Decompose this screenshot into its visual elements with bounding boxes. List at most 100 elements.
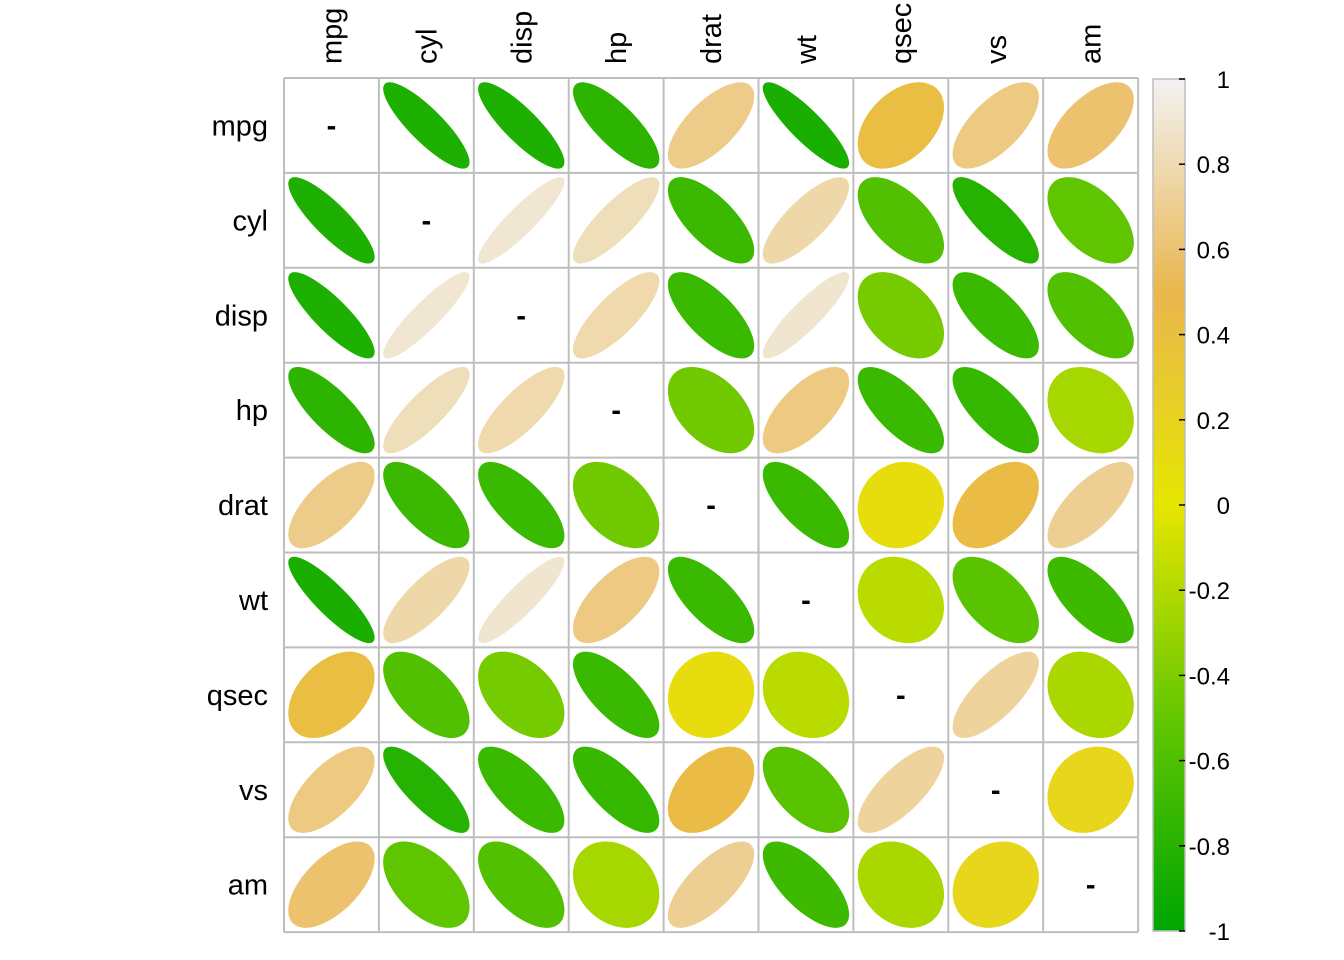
- ellipse-hp-am: [1047, 366, 1134, 454]
- ellipse-am-disp: [478, 841, 565, 928]
- ellipse-drat-wt: [762, 461, 850, 549]
- diagonal-label-wt: -: [801, 585, 811, 617]
- diagonal-label-mpg: -: [327, 110, 337, 142]
- colorbar-tick-label: 0.6: [1197, 237, 1230, 264]
- colorbar-tick-label: -1: [1209, 919, 1230, 946]
- ellipse-am-wt: [762, 841, 850, 928]
- column-label-wt: wt: [791, 35, 823, 65]
- diagonal-label-vs: -: [991, 775, 1001, 807]
- ellipse-cyl-qsec: [857, 177, 945, 264]
- colorbar-tick-label: 0: [1217, 493, 1230, 520]
- ellipse-disp-vs: [952, 272, 1039, 359]
- ellipse-cyl-hp: [572, 177, 660, 264]
- colorbar-tick-label: -0.4: [1189, 663, 1230, 690]
- ellipse-wt-drat: [667, 556, 755, 644]
- color-legend: 1 0.8 0.6 0.4 0.2 0 -0.2 -0.4 -0.6 -0.8 -1: [1152, 67, 1230, 946]
- ellipse-vs-drat: [667, 746, 755, 833]
- ellipse-vs-qsec: [857, 746, 945, 833]
- ellipse-mpg-hp: [572, 82, 660, 169]
- row-label-qsec: qsec: [207, 680, 268, 712]
- diagonal-label-qsec: -: [896, 680, 906, 712]
- ellipse-mpg-am: [1047, 82, 1134, 169]
- row-label-wt: wt: [238, 585, 268, 617]
- colorbar-tick-label: 0.2: [1197, 408, 1230, 435]
- ellipse-mpg-vs: [952, 82, 1039, 169]
- ellipse-drat-mpg: [288, 461, 375, 549]
- ellipse-wt-cyl: [383, 556, 470, 644]
- row-label-disp: disp: [215, 300, 268, 332]
- row-labels: mpg cyl disp hp drat wt qsec vs am: [207, 110, 268, 901]
- column-label-vs: vs: [981, 35, 1013, 64]
- colorbar-tick-label: -0.2: [1189, 578, 1230, 605]
- colorbar-tick-label: -0.8: [1189, 834, 1230, 861]
- ellipse-qsec-mpg: [288, 651, 375, 739]
- row-label-mpg: mpg: [212, 110, 268, 142]
- ellipse-disp-hp: [572, 272, 660, 359]
- column-label-hp: hp: [601, 32, 633, 64]
- ellipse-cyl-mpg: [288, 177, 375, 264]
- ellipse-hp-qsec: [857, 366, 945, 454]
- ellipse-am-mpg: [288, 841, 375, 928]
- ellipse-hp-vs: [952, 366, 1039, 454]
- diagonal-label-disp: -: [516, 300, 526, 332]
- ellipse-vs-disp: [478, 746, 565, 833]
- ellipse-wt-mpg: [288, 556, 375, 644]
- row-label-hp: hp: [236, 395, 268, 427]
- ellipse-drat-vs: [952, 461, 1039, 549]
- ellipse-cyl-vs: [952, 177, 1039, 264]
- ellipse-hp-mpg: [288, 366, 375, 454]
- ellipse-am-drat: [667, 841, 755, 928]
- ellipse-cyl-drat: [667, 177, 755, 264]
- ellipse-disp-qsec: [857, 272, 945, 359]
- ellipse-vs-wt: [762, 746, 850, 833]
- ellipse-mpg-qsec: [857, 82, 945, 169]
- diagonal-label-am: -: [1086, 870, 1096, 902]
- ellipse-qsec-hp: [572, 651, 660, 739]
- ellipse-mpg-disp: [478, 82, 565, 169]
- ellipse-qsec-wt: [762, 651, 850, 739]
- ellipse-hp-disp: [478, 366, 565, 454]
- column-labels: mpg cyl disp hp drat wt qsec vs am: [316, 3, 1107, 65]
- column-label-mpg: mpg: [316, 8, 348, 64]
- ellipse-disp-cyl: [383, 272, 470, 359]
- ellipse-hp-wt: [762, 366, 850, 454]
- ellipse-hp-drat: [667, 366, 755, 454]
- column-label-drat: drat: [696, 14, 728, 64]
- row-label-vs: vs: [239, 775, 268, 807]
- ellipse-drat-cyl: [383, 461, 470, 549]
- colorbar-tick-label: 0.8: [1197, 152, 1230, 179]
- ellipse-disp-am: [1047, 272, 1134, 359]
- ellipse-am-hp: [572, 841, 660, 928]
- ellipse-vs-am: [1047, 746, 1134, 833]
- ellipse-am-cyl: [383, 841, 470, 928]
- ellipse-drat-disp: [478, 461, 565, 549]
- ellipse-wt-qsec: [857, 556, 945, 644]
- grid-lines: [283, 77, 1140, 934]
- ellipse-cyl-disp: [478, 177, 565, 264]
- ellipse-am-vs: [952, 841, 1039, 928]
- matrix-cells: - - - - - - - - -: [288, 82, 1134, 928]
- ellipse-disp-wt: [762, 272, 850, 359]
- ellipse-am-qsec: [857, 841, 945, 928]
- ellipse-wt-am: [1047, 556, 1134, 644]
- ellipse-qsec-am: [1047, 651, 1134, 739]
- column-label-qsec: qsec: [886, 3, 918, 64]
- column-label-am: am: [1076, 24, 1108, 64]
- ellipse-mpg-wt: [762, 82, 850, 169]
- ellipse-wt-disp: [478, 556, 565, 644]
- row-label-drat: drat: [218, 490, 268, 522]
- ellipse-qsec-disp: [478, 651, 565, 739]
- ellipse-vs-cyl: [383, 746, 470, 833]
- ellipse-drat-hp: [572, 461, 660, 549]
- ellipse-drat-am: [1047, 461, 1134, 549]
- colorbar-tick-label: 0.4: [1197, 323, 1230, 350]
- ellipse-qsec-cyl: [383, 651, 470, 739]
- colorbar-tick-label: 1: [1217, 67, 1230, 94]
- ellipse-qsec-vs: [952, 651, 1039, 739]
- diagonal-label-drat: -: [706, 490, 716, 522]
- colorbar-tick-label: -0.6: [1189, 749, 1230, 776]
- ellipse-wt-vs: [952, 556, 1039, 644]
- diagonal-label-hp: -: [611, 395, 621, 427]
- ellipse-vs-mpg: [288, 746, 375, 833]
